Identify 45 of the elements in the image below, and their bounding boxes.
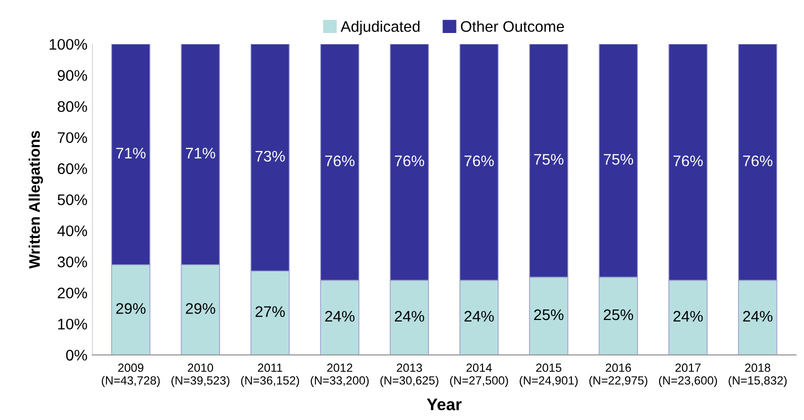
y-tick-label: 50%	[58, 194, 88, 206]
data-label: 24%	[394, 310, 424, 322]
x-tick-label: 2014 (N=27,500)	[450, 364, 508, 387]
y-tick-label: 80%	[58, 101, 88, 112]
data-label: 76%	[743, 155, 772, 166]
data-label: 76%	[464, 155, 494, 166]
y-tick-label: 20%	[58, 288, 88, 298]
x-axis-title: Year	[426, 398, 462, 410]
data-label: 76%	[394, 155, 424, 166]
data-label: 27%	[256, 306, 285, 317]
data-label: 75%	[534, 154, 564, 165]
legend-label: Adjudicated	[340, 20, 420, 35]
x-tick-label: 2009 (N=43,728)	[102, 364, 160, 387]
data-label: 25%	[604, 309, 634, 320]
x-tick-label: 2018 (N=15,832)	[728, 364, 787, 387]
data-label: 71%	[186, 148, 216, 158]
legend-label: Other Outcome	[460, 20, 564, 32]
data-label: 24%	[325, 310, 354, 322]
x-tick-label: 2010 (N=39,523)	[171, 364, 230, 387]
data-label: 75%	[604, 154, 634, 165]
y-tick-label: 100%	[50, 38, 88, 50]
data-label: 71%	[116, 148, 146, 158]
y-tick-label: 60%	[58, 163, 88, 174]
data-label: 24%	[464, 310, 494, 322]
y-tick-label: 40%	[57, 225, 88, 236]
data-label: 29%	[116, 303, 146, 314]
x-tick-label: 2013 (N=30,625)	[380, 364, 438, 387]
y-axis-title: Written Allegations	[28, 130, 43, 269]
x-tick-label: 2015 (N=24,901)	[520, 364, 578, 387]
x-tick-label: 2016 (N=22,975)	[589, 364, 648, 387]
y-tick-label: 10%	[58, 318, 88, 330]
y-tick-label: 0%	[66, 350, 88, 361]
x-tick-label: 2011 (N=36,152)	[241, 364, 300, 387]
y-tick-label: 70%	[58, 132, 88, 144]
data-label: 29%	[186, 303, 216, 314]
data-label: 25%	[534, 309, 564, 320]
x-tick-label: 2017 (N=23,600)	[659, 364, 717, 387]
data-label: 76%	[673, 155, 703, 166]
y-tick-label: 30%	[58, 256, 88, 268]
data-label: 76%	[325, 155, 354, 166]
data-label: 24%	[743, 310, 772, 322]
data-label: 24%	[673, 310, 703, 322]
y-tick-label: 90%	[58, 70, 88, 81]
x-tick-label: 2012 (N=33,200)	[310, 364, 369, 387]
data-label: 73%	[256, 150, 285, 162]
